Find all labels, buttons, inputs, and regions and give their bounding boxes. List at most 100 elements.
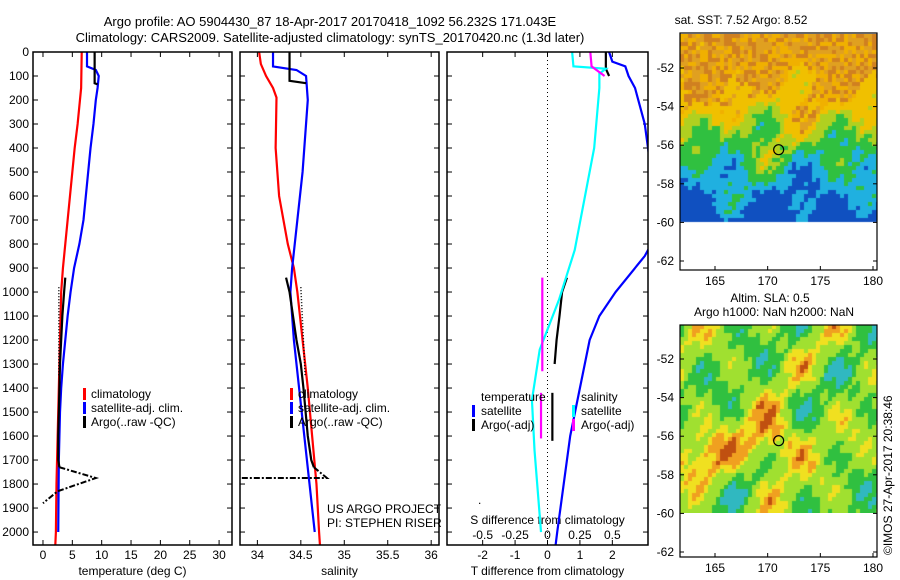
axes-frame: [447, 52, 648, 545]
figure: sat. SST: 7.52 Argo: 8.52 Altim. SLA: 0.…: [0, 0, 900, 580]
s-tick-label: 0.25: [568, 528, 592, 542]
y-tick-label: 700: [9, 213, 29, 227]
y-tick-label: 100: [9, 69, 29, 83]
x-axis-label: T difference from climatology: [471, 564, 625, 578]
y-tick-label: 1900: [2, 501, 29, 515]
y-tick-label: 1100: [3, 309, 29, 323]
project-annotation: PI: STEPHEN RISER: [327, 516, 442, 530]
lat-tick-label: -56: [657, 138, 675, 152]
x-tick-label: 35.5: [376, 548, 400, 562]
y-tick-label: 600: [9, 189, 29, 203]
map-sla: 165 170 175 180 -52 -54 -56 -58 -60 -62: [657, 325, 884, 575]
lat-tick-label: -54: [657, 100, 675, 114]
legend-label: Argo(-adj): [481, 418, 534, 432]
x-tick-label: 1: [577, 548, 584, 562]
legend-swatch: [290, 388, 293, 400]
y-tick-label: 1400: [2, 381, 29, 395]
legend-label: satellite: [581, 404, 622, 418]
x-axis-label: temperature (deg C): [78, 564, 186, 578]
map-frame: [680, 33, 877, 270]
lon-tick-label: 180: [863, 561, 883, 575]
x-tick-label: 36: [424, 548, 438, 562]
x-tick-label: 15: [124, 548, 138, 562]
lon-tick-label: 170: [758, 274, 778, 288]
x-tick-label: 5: [69, 548, 76, 562]
legend-label: climatology: [91, 387, 151, 401]
x-tick-label: 2: [609, 548, 616, 562]
legend-swatch: [472, 419, 475, 431]
lat-tick-label: -60: [657, 506, 675, 520]
legend-label: Argo(..raw -QC): [91, 415, 176, 429]
map-frame: [680, 325, 877, 557]
legend-swatch: [83, 388, 86, 400]
series-argo-raw-qc-: [95, 52, 98, 84]
lat-tick-label: -52: [657, 61, 675, 75]
imos-credit: ©IMOS 27-Apr-2017 20:38:46: [881, 395, 895, 555]
y-tick-label: 1600: [2, 429, 29, 443]
lon-tick-label: 165: [705, 561, 725, 575]
series-t-argo-adj-: [606, 52, 609, 76]
x-tick-label: 30: [212, 548, 226, 562]
y-tick-label: 300: [9, 117, 29, 131]
argo-location-marker: [774, 436, 784, 446]
x-tick-label: -2: [477, 548, 488, 562]
sst-map-title: sat. SST: 7.52 Argo: 8.52: [675, 13, 808, 27]
project-annotation: US ARGO PROJECT: [327, 502, 442, 516]
lon-tick-label: 165: [705, 274, 725, 288]
x-tick-label: 34.5: [289, 548, 313, 562]
lat-tick-label: -56: [657, 429, 675, 443]
y-tick-label: 800: [9, 237, 29, 251]
lat-tick-label: -62: [657, 254, 675, 268]
y-tick-label: 900: [9, 261, 29, 275]
s-tick-label: 0: [544, 528, 551, 542]
x-tick-label: 0: [40, 548, 47, 562]
sla-map-title-1: Altim. SLA: 0.5: [730, 291, 810, 305]
lon-tick-label: 170: [758, 561, 778, 575]
x-tick-label: -1: [510, 548, 521, 562]
legend-swatch: [472, 405, 475, 417]
s-tick-label: -0.25: [501, 528, 529, 542]
argo-location-marker: [774, 145, 784, 155]
x-tick-label: 10: [95, 548, 109, 562]
legend-swatch: [572, 419, 575, 431]
x-tick-label: 0: [544, 548, 551, 562]
axes-frame: [240, 52, 439, 545]
lat-tick-label: -60: [657, 215, 675, 229]
argo-raw-qc-flagged: [240, 467, 327, 478]
s-axis-label: S difference from climatology: [470, 513, 625, 527]
series-satellite-adj-clim-: [273, 52, 315, 532]
legend-swatch: [83, 416, 86, 428]
argo-point: .: [478, 493, 481, 507]
legend-swatch: [83, 402, 86, 414]
legend-salinity-title: salinity: [581, 390, 618, 404]
y-tick-label: 0: [22, 45, 29, 59]
legend-swatch: [290, 416, 293, 428]
legend-label: Argo(-adj): [581, 418, 634, 432]
argo-raw-qc-flagged: [43, 467, 96, 503]
y-tick-label: 200: [9, 93, 29, 107]
y-tick-label: 500: [9, 165, 29, 179]
y-tick-label: 1000: [2, 285, 29, 299]
lat-tick-label: -54: [657, 391, 675, 405]
x-tick-label: 25: [183, 548, 197, 562]
y-tick-label: 1200: [2, 333, 29, 347]
lon-tick-label: 180: [863, 274, 883, 288]
legend-swatch: [290, 402, 293, 414]
lon-tick-label: 175: [810, 274, 830, 288]
map-sst: 165 170 175 180 -52 -54 -56 -58 -60 -62: [657, 33, 884, 288]
series-argo-raw-qc-: [290, 52, 307, 83]
x-axis-label: salinity: [321, 564, 358, 578]
s-tick-label: 0.5: [604, 528, 621, 542]
lat-tick-label: -52: [657, 352, 675, 366]
series-t-satellite: [556, 52, 652, 545]
y-tick-label: 1700: [2, 453, 29, 467]
y-tick-label: 400: [9, 141, 29, 155]
legend-swatch: [572, 405, 575, 417]
lat-tick-label: -58: [657, 468, 675, 482]
lat-tick-label: -58: [657, 177, 675, 191]
s-tick-label: -0.5: [472, 528, 493, 542]
legend-label: satellite-adj. clim.: [91, 401, 183, 415]
y-tick-label: 1300: [2, 357, 29, 371]
lon-tick-label: 175: [810, 561, 830, 575]
legend-label: climatology: [298, 387, 358, 401]
